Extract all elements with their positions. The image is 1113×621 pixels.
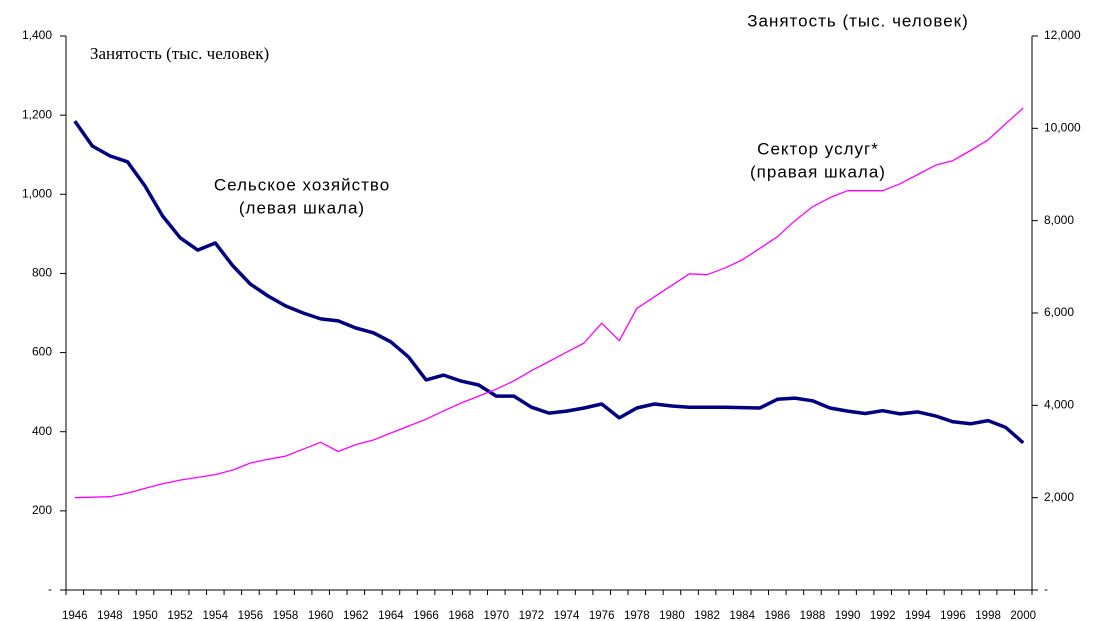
y-tick-label: 600	[32, 345, 52, 359]
y-tick-label: 400	[32, 424, 52, 438]
y2-axis-label: Занятость (тыс. человек)	[747, 11, 969, 30]
x-tick-label: 1988	[800, 610, 826, 621]
y-tick-label: 800	[32, 266, 52, 280]
y-tick-label: 200	[32, 503, 52, 517]
annotation: (левая шкала)	[239, 198, 365, 217]
y-tick-label: -	[48, 582, 52, 596]
x-tick-label: 1946	[62, 610, 88, 621]
x-tick-label: 1972	[519, 610, 545, 621]
x-tick-label: 1992	[870, 610, 896, 621]
x-tick-label: 1956	[238, 610, 264, 621]
x-tick-label: 1978	[624, 610, 650, 621]
y2-tick-label: 10,000	[1044, 121, 1081, 135]
x-tick-label: 1986	[765, 610, 791, 621]
x-tick-label: 1960	[308, 610, 334, 621]
x-tick-label: 1962	[343, 610, 369, 621]
annotation: Сектор услуг*	[757, 139, 879, 158]
x-tick-label: 2000	[1010, 610, 1036, 621]
x-tick-label: 1948	[97, 610, 123, 621]
x-tick-label: 1950	[132, 610, 158, 621]
x-tick-label: 1968	[448, 610, 474, 621]
x-tick-label: 1964	[378, 610, 404, 621]
y-tick-label: 1,000	[22, 186, 52, 200]
y2-tick-label: 12,000	[1044, 28, 1081, 42]
x-tick-label: 1994	[905, 610, 931, 621]
x-tick-label: 1982	[694, 610, 720, 621]
x-tick-label: 1974	[554, 610, 580, 621]
y2-tick-label: 8,000	[1044, 213, 1074, 227]
y-axis-label: Занятость (тыс. человек)	[90, 44, 269, 63]
y-tick-label: 1,200	[22, 107, 52, 121]
x-tick-label: 1990	[835, 610, 861, 621]
x-tick-label: 1996	[940, 610, 966, 621]
x-tick-label: 1954	[202, 610, 228, 621]
annotation: (правая шкала)	[750, 162, 886, 181]
x-tick-label: 1966	[413, 610, 439, 621]
series-line	[74, 107, 1024, 499]
series-line	[73, 120, 1025, 445]
annotation: Сельское хозяйство	[214, 175, 390, 194]
y2-tick-label: 2,000	[1044, 490, 1074, 504]
x-tick-label: 1976	[589, 610, 615, 621]
x-tick-label: 1970	[484, 610, 510, 621]
x-tick-label: 1958	[273, 610, 299, 621]
y2-tick-label: 6,000	[1044, 305, 1074, 319]
x-tick-label: 1980	[659, 610, 685, 621]
x-tick-label: 1998	[975, 610, 1001, 621]
x-tick-label: 1984	[729, 610, 755, 621]
y-tick-label: 1,400	[22, 28, 52, 42]
y2-tick-label: 4,000	[1044, 398, 1074, 412]
x-tick-label: 1952	[167, 610, 193, 621]
y2-tick-label: -	[1044, 582, 1048, 596]
